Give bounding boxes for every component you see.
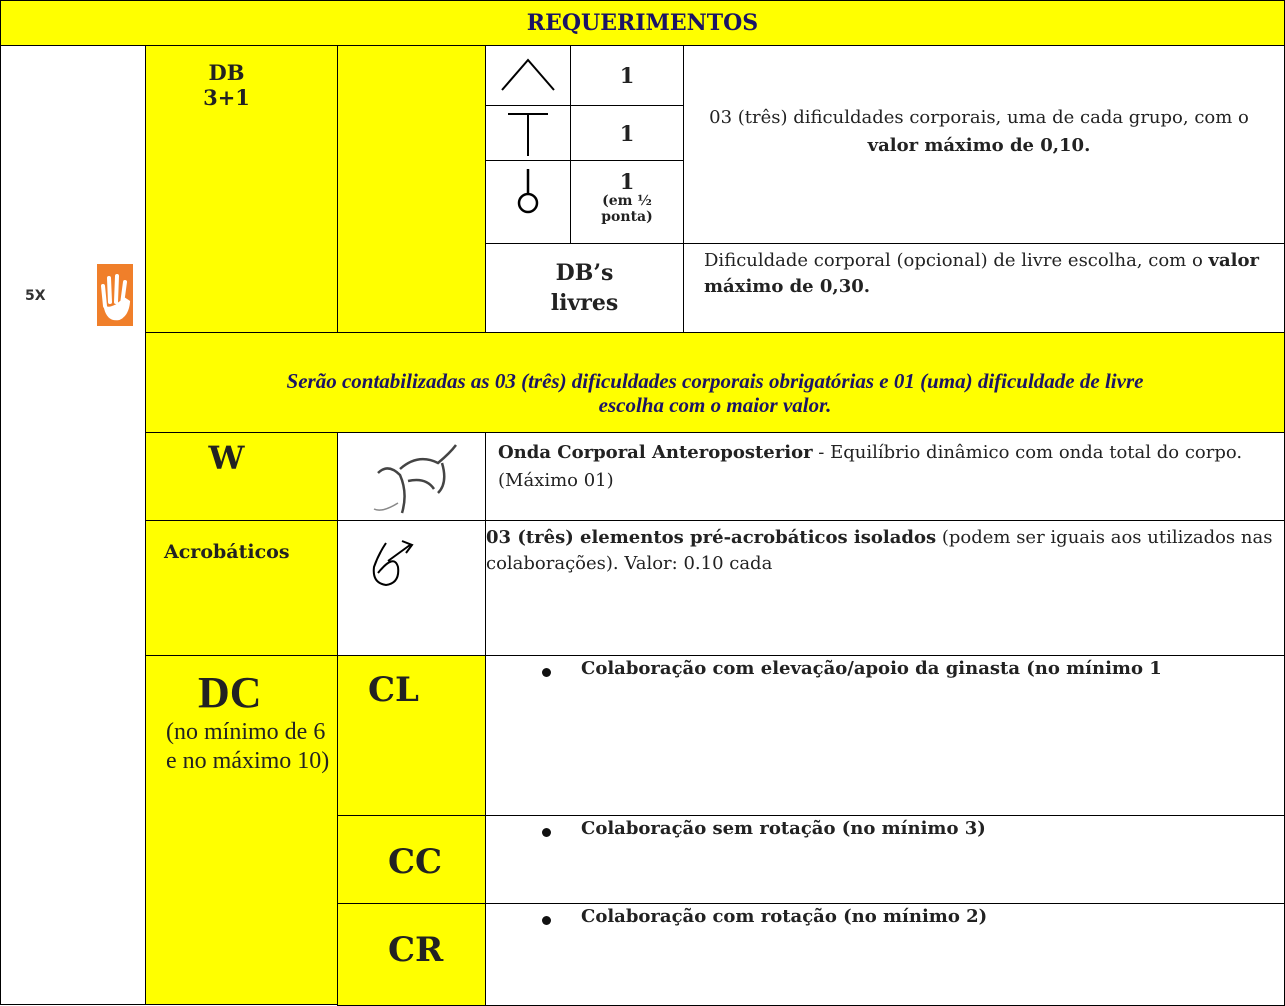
free-description-cell: Dificuldade corporal (opcional) de livre… [683,243,1285,333]
side-cell: 5X [0,45,146,1005]
bullet [542,828,551,837]
group-value: 1 [619,120,635,146]
dc-note: (no mínimo de 6 e no máximo 10) [166,719,330,774]
db-count: 3+1 [203,85,250,110]
dc-row-text-cell: Colaboração sem rotação (no mínimo 3) [485,815,1285,904]
db-description-bold: valor máximo de 0,10. [867,135,1091,156]
acro-image-cell [337,520,486,656]
wave-figure [373,444,457,514]
acro-code-cell: Acrobáticos [145,520,338,656]
acro-title: 03 (três) elementos pré-acrobáticos isol… [486,527,937,548]
value-cell: 1 [570,45,684,106]
free-description: Dificuldade corporal (opcional) de livre… [704,250,1209,271]
dc-row-code-cell: CR [337,903,486,1006]
free-label: DB’s livres [550,260,619,316]
side-label: 5X [25,288,46,304]
dc-row-code: CL [368,670,419,710]
db-description-cell: 03 (três) dificuldades corporais, uma de… [683,45,1285,244]
value-cell: 1 [570,105,684,161]
dc-row-text-cell: Colaboração com rotação (no mínimo 2) [485,903,1285,1006]
wave-code-cell: W [145,432,338,521]
dc-row-text-cell: Colaboração com elevação/apoio da ginast… [485,655,1285,816]
acro-description-cell: 03 (três) elementos pré-acrobáticos isol… [485,520,1285,656]
symbol-cell [485,105,571,161]
acro-description: (podem ser iguais aos utilizados nas col… [486,527,1273,574]
rotation-symbol [517,169,539,214]
dc-row-text: Colaboração sem rotação (no mínimo 3) [581,818,986,839]
wave-description: - Equilíbrio dinâmico com onda total do … [498,442,1243,491]
dc-row-code: CC [388,842,443,882]
value-cell: 1 (em ½ ponta) [570,160,684,244]
title: REQUERIMENTOS [526,10,759,36]
db-empty-cell [337,45,486,333]
free-label-cell: DB’s livres [485,243,684,333]
dc-row-text: Colaboração com rotação (no mínimo 2) [581,906,988,927]
symbol-cell [485,45,571,106]
wave-description-cell: Onda Corporal Anteroposterior - Equilíbr… [485,432,1285,521]
free-description-bold: valor máximo de 0,30. [704,250,1259,297]
bullet [542,668,551,677]
acro-code: Acrobáticos [164,541,290,563]
group-value: 1 [619,169,635,194]
dc-row-code-cell: CC [337,815,486,904]
group-value: 1 [619,63,635,88]
dc-code-cell: DC (no mínimo de 6 e no máximo 10) [145,655,338,1005]
symbol-cell [485,160,571,244]
balance-symbol [508,113,548,156]
hand-icon [97,264,133,326]
acro-symbol [372,540,414,587]
header-cell: REQUERIMENTOS [0,0,1285,46]
wave-code: W [208,439,245,477]
db-description: 03 (três) dificuldades corporais, uma de… [709,107,1249,128]
bullet [542,916,551,925]
dc-row-text: Colaboração com elevação/apoio da ginast… [581,658,1162,679]
dc-row-code-cell: CL [337,655,486,816]
wave-title: Onda Corporal Anteroposterior [498,442,813,463]
db-code-cell: DB 3+1 [145,45,338,333]
jump-symbol [501,58,555,91]
group-note: (em ½ ponta) [601,193,653,225]
note-cell: Serão contabilizadas as 03 (três) dificu… [145,332,1285,433]
dc-code: DC [198,668,262,717]
note: Serão contabilizadas as 03 (três) dificu… [286,369,1144,417]
dc-row-code: CR [388,930,444,970]
wave-image-cell [337,432,486,521]
db-code: DB [208,60,245,85]
